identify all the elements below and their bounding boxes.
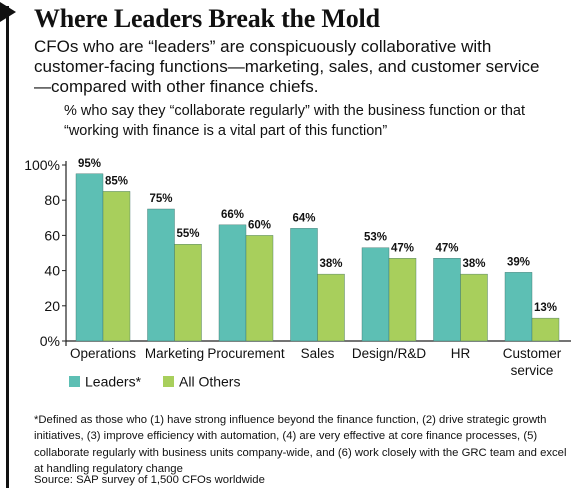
data-label: 47% (391, 242, 414, 254)
bar (147, 208, 175, 342)
x-tick-label: Design/R&D (352, 346, 427, 361)
y-tick-label: 60 (44, 227, 60, 243)
data-label: 53% (364, 232, 387, 244)
x-tick-label: Procurement (207, 346, 285, 361)
legend-label: All Others (179, 374, 240, 390)
data-label: 55% (176, 228, 199, 240)
data-label: 75% (149, 193, 172, 205)
x-tick-label: Customer (503, 346, 562, 361)
source-note: Source: SAP survey of 1,500 CFOs worldwi… (34, 474, 265, 486)
bar (245, 235, 274, 342)
x-tick-label: Marketing (145, 346, 204, 361)
x-tick-label: Sales (301, 346, 335, 361)
data-label: 66% (221, 209, 244, 221)
y-tick-label: 0% (40, 333, 60, 349)
bar (433, 258, 461, 342)
data-label: 64% (292, 212, 315, 224)
chart-title: Where Leaders Break the Mold (34, 4, 380, 33)
data-label: 38% (319, 258, 342, 270)
bar (218, 224, 247, 342)
data-label: 13% (534, 302, 557, 314)
y-tick-label: 20 (44, 298, 60, 314)
chart-subtitle: CFOs who are “leaders” are conspicuously… (34, 37, 540, 96)
left-rule (6, 6, 9, 488)
bar (75, 173, 104, 342)
y-tick-label: 80 (44, 192, 60, 208)
bar (531, 317, 560, 342)
data-label: 95% (78, 158, 101, 170)
data-label: 38% (462, 258, 485, 270)
footnote: *Defined as those who (1) have strong in… (34, 414, 567, 475)
x-tick-label: HR (451, 346, 471, 361)
legend-swatch (69, 376, 80, 387)
data-label: 85% (105, 175, 128, 187)
bar (361, 247, 390, 342)
legend-swatch (163, 376, 174, 387)
data-label: 60% (248, 219, 271, 231)
x-tick-label: service (511, 363, 554, 378)
bar (290, 228, 318, 342)
y-tick-label: 100% (24, 157, 60, 173)
bar-chart: 0% 20 40 60 80 100% 95% 85% Operations 75% 55% Mark… (24, 157, 571, 390)
chart-note: % who say they “collaborate regularly” w… (64, 103, 526, 139)
corner-arrow-icon (0, 2, 16, 22)
data-label: 39% (507, 256, 530, 268)
bar (317, 273, 345, 342)
x-tick-label: Operations (70, 346, 136, 361)
data-label: 47% (435, 242, 458, 254)
bar (102, 191, 131, 342)
y-tick-label: 40 (44, 263, 60, 279)
bar (460, 273, 488, 342)
bar (388, 258, 417, 342)
bar (504, 272, 533, 342)
bar (174, 243, 202, 342)
legend-label: Leaders* (85, 374, 142, 390)
